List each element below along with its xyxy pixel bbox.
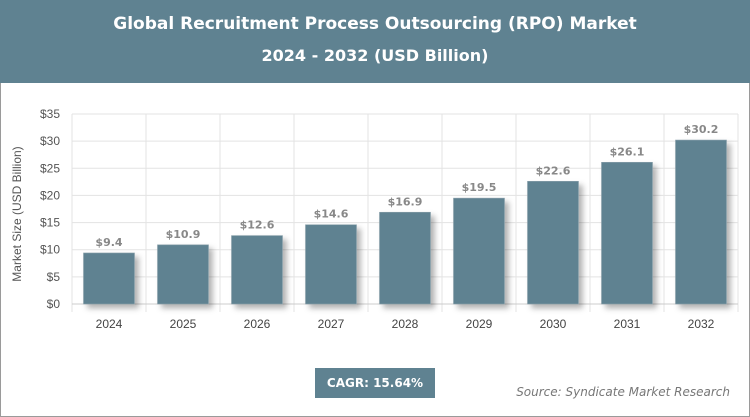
bar-2030 xyxy=(527,181,579,305)
data-label: $30.2 xyxy=(684,123,719,136)
x-tick-label: 2027 xyxy=(318,317,345,331)
y-tick-label: $20 xyxy=(40,188,60,202)
y-tick-label: $15 xyxy=(40,216,60,230)
x-tick-label: 2031 xyxy=(614,317,641,331)
bar-2027 xyxy=(305,224,357,305)
x-tick-label: 2026 xyxy=(244,317,271,331)
source-note: Source: Syndicate Market Research xyxy=(516,385,730,399)
y-axis-label: Market Size (USD Billion) xyxy=(10,146,24,281)
bar-2026 xyxy=(231,235,283,305)
bar-2029 xyxy=(453,197,505,305)
bar-2031 xyxy=(601,162,653,305)
y-tick-label: $5 xyxy=(47,270,61,284)
y-tick-label: $35 xyxy=(40,107,60,121)
bar-2032 xyxy=(675,139,727,305)
cagr-badge: CAGR: 15.64% xyxy=(315,368,435,398)
data-label: $26.1 xyxy=(610,145,645,158)
x-tick-label: 2029 xyxy=(466,317,493,331)
data-label: $16.9 xyxy=(388,195,423,208)
data-label: $14.6 xyxy=(314,208,349,221)
y-tick-label: $0 xyxy=(47,297,61,311)
data-label: $12.6 xyxy=(240,219,275,232)
x-tick-label: 2032 xyxy=(688,317,715,331)
data-label: $19.5 xyxy=(462,181,497,194)
y-tick-label: $30 xyxy=(40,134,60,148)
x-tick-label: 2028 xyxy=(392,317,419,331)
bar-2025 xyxy=(157,244,209,305)
chart-header: Global Recruitment Process Outsourcing (… xyxy=(0,0,750,83)
chart-title: Global Recruitment Process Outsourcing (… xyxy=(113,14,637,34)
x-tick-label: 2030 xyxy=(540,317,567,331)
y-tick-label: $25 xyxy=(40,161,60,175)
data-label: $9.4 xyxy=(95,236,122,249)
x-tick-label: 2024 xyxy=(96,317,123,331)
data-label: $22.6 xyxy=(536,164,571,177)
data-label: $10.9 xyxy=(166,228,201,241)
chart-subtitle: 2024 - 2032 (USD Billion) xyxy=(261,46,489,65)
bar-2024 xyxy=(83,252,135,305)
y-tick-label: $10 xyxy=(40,243,60,257)
x-tick-label: 2025 xyxy=(170,317,197,331)
bar-2028 xyxy=(379,211,431,305)
